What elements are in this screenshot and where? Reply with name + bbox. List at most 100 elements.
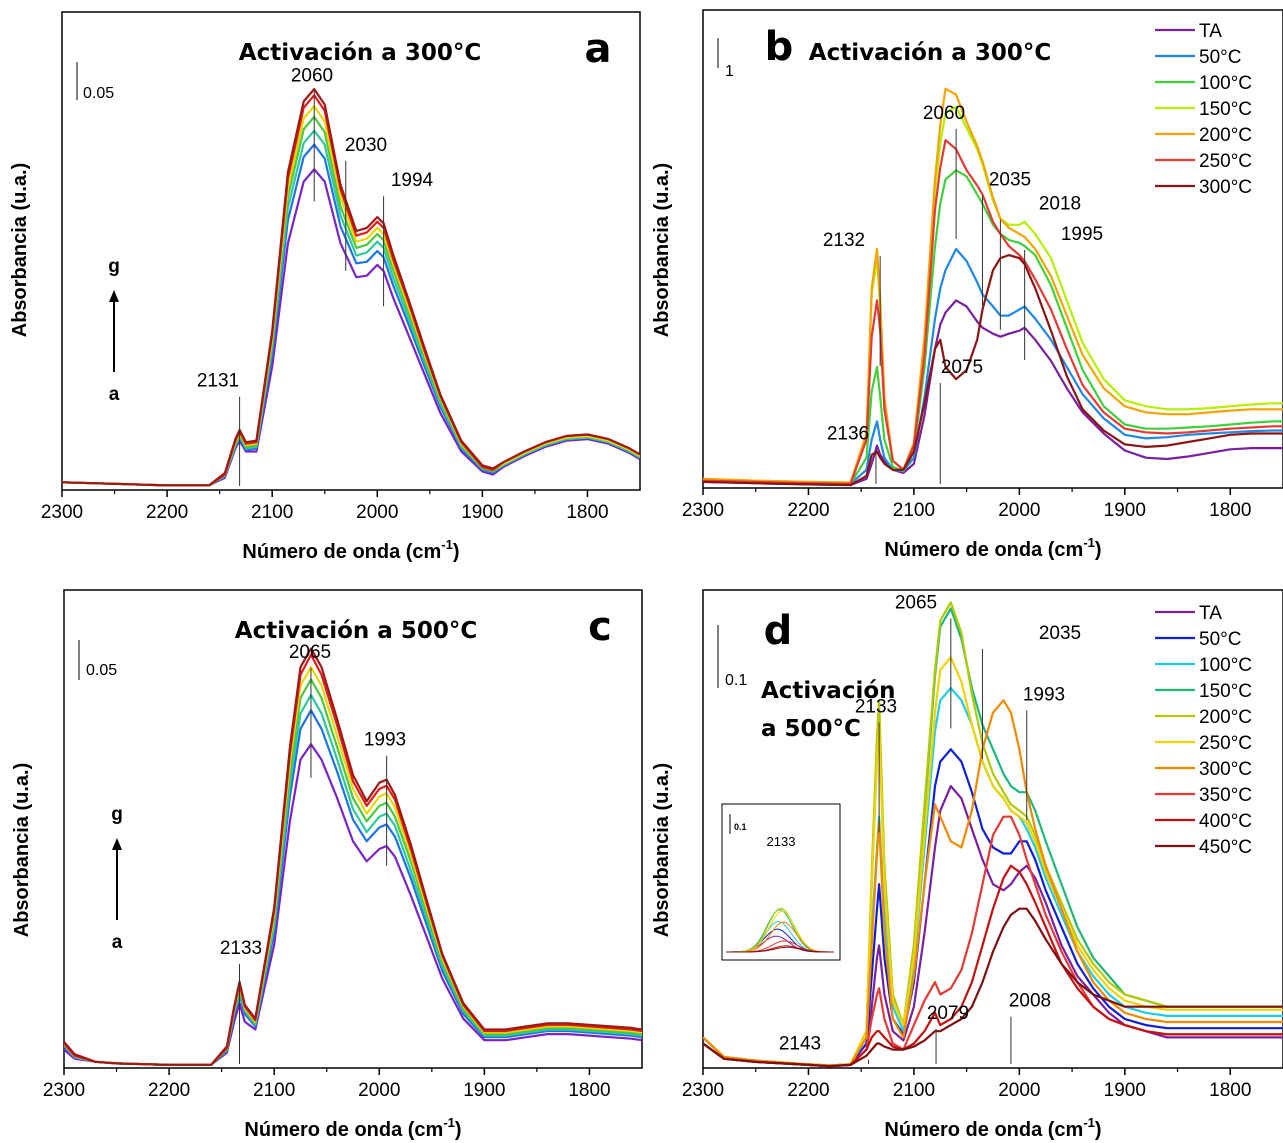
x-axis-label-end: ) — [453, 541, 460, 563]
series-line-b — [64, 709, 642, 1067]
peak-label: 1994 — [391, 170, 434, 191]
series-line-50C — [703, 247, 1283, 485]
series-line-400C — [703, 864, 1283, 1068]
legend-label: TA — [1199, 603, 1222, 624]
legend-label: 50°C — [1199, 47, 1241, 68]
series-line-TA — [703, 299, 1283, 487]
x-axis-label-end: ) — [1095, 1119, 1102, 1141]
peak-label: 2065 — [895, 592, 937, 613]
legend-label: 50°C — [1199, 629, 1241, 650]
plot-frame — [63, 589, 643, 1069]
legend-label: 300°C — [1199, 177, 1252, 198]
peak-label: 2079 — [927, 1003, 969, 1024]
chart-panel-c: 2300 2200 2100 2000 1900 1800 Número de onda (… — [11, 589, 643, 1141]
legend-label: 200°C — [1199, 707, 1252, 728]
series-line-d — [62, 115, 640, 487]
peak-label: 1995 — [1061, 224, 1103, 245]
x-axis-label: Número de onda (cm-1) — [242, 537, 459, 563]
x-axis-label-superscript: -1 — [441, 537, 453, 552]
trend-arrow-head — [112, 838, 122, 850]
trend-arrow-head — [109, 290, 119, 302]
x-tick-label: 2000 — [998, 1080, 1040, 1101]
x-axis-label-main: Número de onda (cm — [242, 541, 441, 563]
chart-panel-d: 2300 2200 2100 2000 1900 1800 Número de onda (… — [651, 589, 1283, 1141]
panel-title: Activación a 300°C — [239, 40, 481, 66]
peak-label: 2136 — [827, 424, 869, 445]
series-line-c — [64, 693, 642, 1067]
peak-label: 1993 — [364, 730, 406, 751]
peak-label: 2030 — [345, 135, 387, 156]
legend-label: 250°C — [1199, 733, 1252, 754]
peak-label: 1993 — [1023, 684, 1065, 705]
inset-series-line — [726, 946, 834, 953]
scale-bar-label: 1 — [725, 63, 734, 80]
series-line-100C — [703, 169, 1283, 485]
series-line-50C — [703, 748, 1283, 1067]
x-tick-label: 2300 — [43, 1080, 85, 1101]
series-line-b — [62, 143, 640, 487]
peak-label: 2131 — [197, 371, 239, 392]
panel-letter: d — [764, 608, 793, 654]
x-tick-label: 2100 — [251, 502, 293, 523]
series-group — [64, 647, 642, 1067]
peak-label: 2065 — [289, 642, 331, 663]
series-line-c — [62, 129, 640, 487]
legend-label: 400°C — [1199, 811, 1252, 832]
panel-title: Activación a 500°C — [235, 618, 477, 644]
x-tick-label: 2200 — [787, 500, 829, 521]
y-axis-label: Absorbancia (u.a.) — [651, 763, 673, 937]
plot-frame — [702, 9, 1283, 489]
x-tick-label: 1800 — [1209, 500, 1251, 521]
peak-label: 2008 — [1009, 991, 1051, 1012]
series-line-a — [64, 743, 642, 1067]
x-axis-label-main: Número de onda (cm — [244, 1119, 443, 1141]
series-line-e — [62, 104, 640, 487]
peak-label: 2133 — [220, 938, 262, 959]
legend-label: 100°C — [1199, 73, 1252, 94]
legend-label: 250°C — [1199, 151, 1252, 172]
x-tick-label: 2100 — [893, 1080, 935, 1101]
inset-frame — [721, 803, 841, 961]
peak-label: 2132 — [823, 230, 865, 251]
arrow-label-bottom: a — [112, 932, 123, 953]
peak-label: 2018 — [1039, 194, 1081, 215]
peak-label: 2075 — [941, 357, 983, 378]
panel-title: Activación — [761, 678, 896, 704]
panel-title-line2: a 500°C — [761, 716, 861, 742]
series-line-450C — [703, 907, 1283, 1068]
series-line-300C — [703, 254, 1283, 487]
legend-label: 100°C — [1199, 655, 1252, 676]
x-tick-label: 1800 — [1209, 1080, 1251, 1101]
panel-title: Activación a 300°C — [809, 40, 1051, 66]
series-line-d — [64, 678, 642, 1067]
panel-letter: a — [585, 26, 612, 72]
peak-label: 2143 — [779, 1034, 821, 1055]
y-axis-label: Absorbancia (u.a.) — [651, 163, 673, 337]
x-tick-label: 2300 — [682, 500, 724, 521]
x-tick-label: 2100 — [893, 500, 935, 521]
x-tick-label: 2100 — [253, 1080, 295, 1101]
arrow-label-top: g — [108, 256, 120, 277]
plot-frame — [702, 589, 1283, 1069]
x-tick-label: 1900 — [463, 1080, 505, 1101]
arrow-label-bottom: a — [109, 384, 120, 405]
legend-label: 350°C — [1199, 785, 1252, 806]
x-tick-label: 1900 — [1104, 1080, 1146, 1101]
x-tick-label: 2300 — [682, 1080, 724, 1101]
x-tick-label: 1800 — [566, 502, 608, 523]
x-axis-label-end: ) — [455, 1119, 462, 1141]
chart-panel-a: 2300 2200 2100 2000 1900 1800 Número de onda (… — [9, 11, 641, 563]
peak-label: 2060 — [923, 103, 965, 124]
legend-label: 300°C — [1199, 759, 1252, 780]
series-line-250C — [703, 139, 1283, 485]
panel-letter: b — [765, 24, 794, 70]
x-axis-label: Número de onda (cm-1) — [884, 535, 1101, 561]
x-tick-label: 1900 — [1104, 500, 1146, 521]
series-group — [703, 87, 1283, 487]
series-line-200C — [703, 87, 1283, 484]
series-line-e — [64, 665, 642, 1067]
x-axis-label-superscript: -1 — [1083, 535, 1095, 550]
peak-label: 2035 — [1039, 623, 1081, 644]
chart-panel-b: 2300 2200 2100 2000 1900 1800 Número de onda (… — [651, 9, 1283, 561]
